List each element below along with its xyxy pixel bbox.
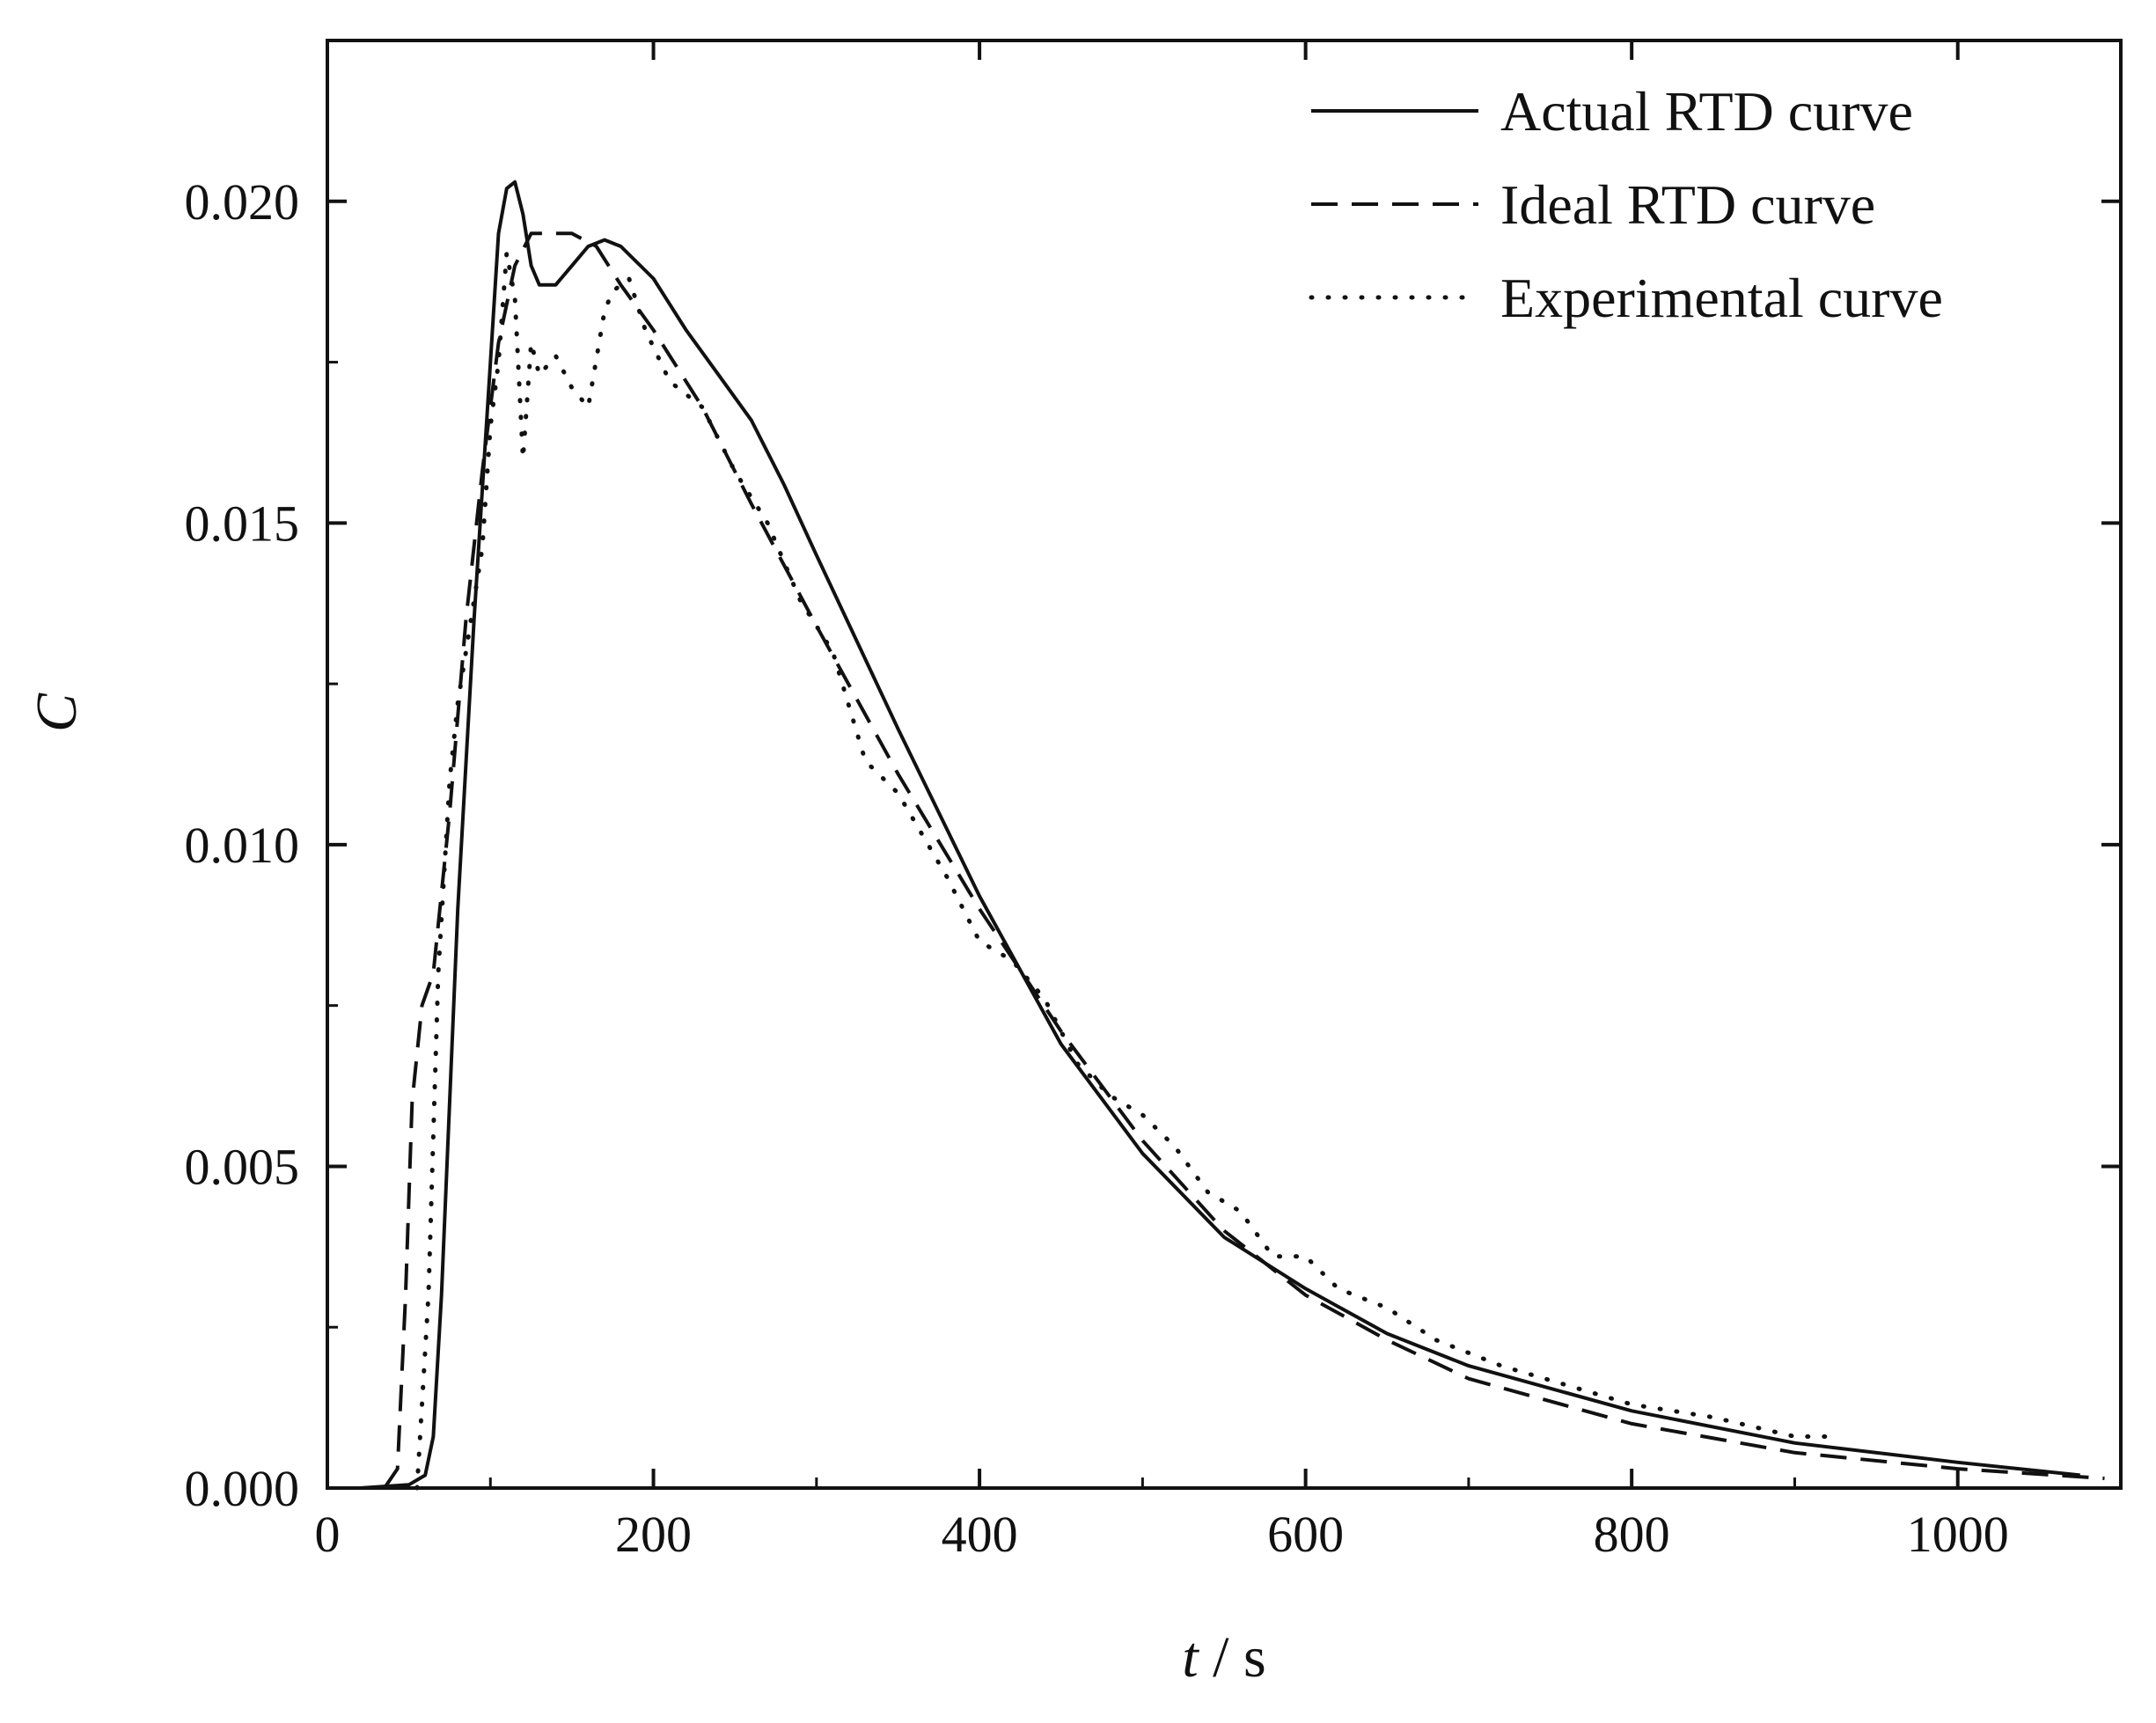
y-tick-label-4: 0.020 [185,173,300,231]
legend-label-experimental: Experimental curve [1500,267,1943,329]
y-tick-label-3: 0.015 [185,495,300,552]
x-tick-label-600: 600 [1267,1506,1344,1563]
legend-label-actual: Actual RTD curve [1500,80,1913,143]
series-line-ideal-rtd-curve [383,231,2105,1490]
plot-frame [326,39,2123,1490]
x-tick-label-1000: 1000 [1907,1506,2009,1563]
series-layer [359,180,2105,1491]
y-tick-label-2: 0.010 [185,817,300,874]
tick-layer: 0 200 400 600 800 1000 0.000 0.005 0.010 0.015 0.0… [185,40,2121,1563]
series-line-actual-rtd-curve [359,180,2080,1490]
y-axis-title: C [25,693,89,732]
legend: Actual RTD curve Ideal RTD curve Experim… [1309,80,1943,329]
legend-label-ideal: Ideal RTD curve [1500,173,1875,236]
y-tick-label-1: 0.005 [185,1138,300,1195]
x-tick-label-800: 800 [1594,1506,1670,1563]
x-axis-unit: / s [1199,1625,1266,1690]
x-tick-label-400: 400 [942,1506,1018,1563]
x-axis-title: t / s [1182,1625,1265,1690]
series-line-experimental-curve [414,250,1830,1491]
y-tick-label-0: 0.000 [185,1460,300,1517]
x-axis-variable: t [1182,1625,1199,1690]
x-tick-label-0: 0 [315,1506,341,1563]
x-tick-label-200: 200 [615,1506,692,1563]
